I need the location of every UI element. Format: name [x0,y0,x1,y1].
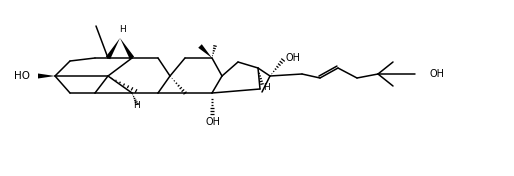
Text: H: H [133,102,139,111]
Polygon shape [106,38,120,59]
Text: H: H [119,26,125,34]
Text: OH: OH [430,69,445,79]
Polygon shape [38,74,55,78]
Text: OH: OH [206,117,221,127]
Text: H: H [263,83,269,93]
Text: OH: OH [285,53,301,63]
Polygon shape [120,38,134,59]
Text: HO: HO [14,71,30,81]
Polygon shape [198,44,212,58]
